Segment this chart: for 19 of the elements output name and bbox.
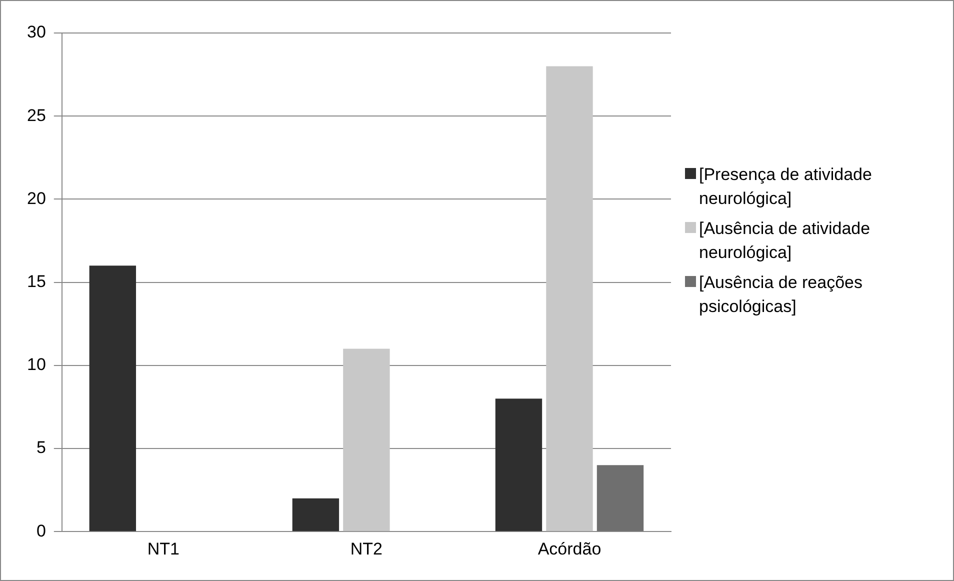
bar xyxy=(292,498,340,532)
bar xyxy=(343,348,390,532)
x-tick-label: NT1 xyxy=(147,539,180,558)
bar xyxy=(89,266,136,532)
y-tick-label: 15 xyxy=(26,272,46,291)
x-tick-label: NT2 xyxy=(350,539,383,558)
y-tick-label: 0 xyxy=(36,521,46,540)
y-tick-label: 30 xyxy=(26,22,46,42)
y-tick-label: 25 xyxy=(26,106,46,125)
y-tick-label: 20 xyxy=(26,188,46,208)
y-tick-label: 10 xyxy=(26,355,46,374)
bar xyxy=(495,398,542,532)
legend-label: [Presença de atividade neurológica] xyxy=(699,164,873,210)
x-tick-label: Acórdão xyxy=(538,539,602,558)
bar xyxy=(596,465,644,532)
legend-label: [Ausência de atividade neurológica] xyxy=(699,218,872,264)
bar xyxy=(546,66,593,532)
legend-label: [Ausência de reações psicológicas] xyxy=(699,272,864,318)
y-tick-label: 5 xyxy=(36,438,46,458)
